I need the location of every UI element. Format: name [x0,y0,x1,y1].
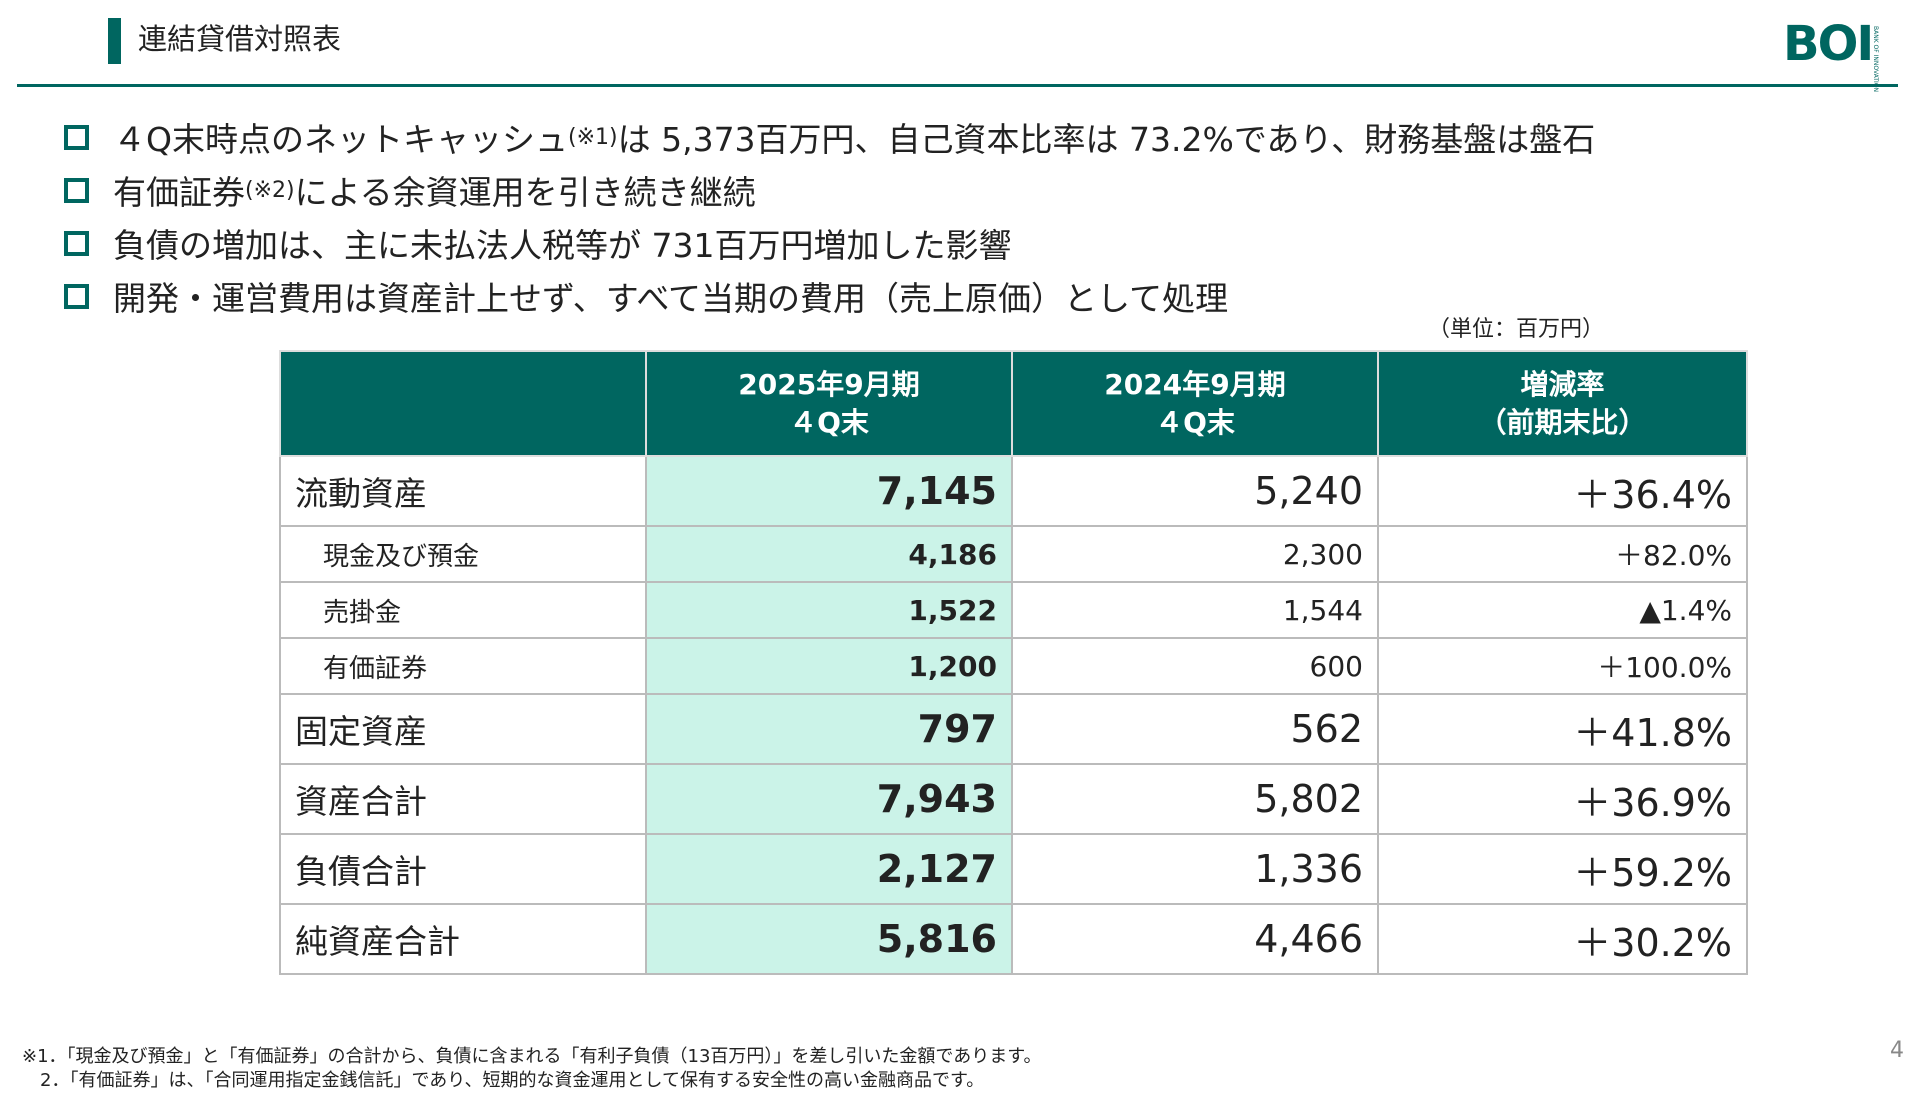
header-cell: 2025年9月期 ４Q末 [645,350,1013,457]
bullet-note: (※1) [567,124,618,150]
logo-sub-line: BANK OF [1872,26,1879,53]
cell: 5,802 [1011,763,1379,835]
header-cell [279,350,647,457]
cell: 1,336 [1011,833,1379,905]
bullet: 有価証券 (※2) による余資運用を引き続き継続 [64,166,756,214]
row: 固定資産 797 562 ＋41.8% [279,693,1748,765]
row: 流動資産 7,145 5,240 ＋36.4% [279,455,1748,527]
row-label: 負債合計 [279,833,647,905]
cell: 5,240 [1011,455,1379,527]
page-number: 4 [1890,1038,1904,1063]
footnote: 2．「有価証券」は、「合同運用指定金銭信託」であり、短期的な資金運用として保有す… [22,1070,985,1091]
cell: 4,186 [645,525,1013,583]
cell: ＋36.9% [1377,763,1748,835]
cell: ＋36.4% [1377,455,1748,527]
cell: 562 [1011,693,1379,765]
bullet-before: ４Q末時点のネットキャッシュ [113,120,568,159]
header-line: 2025年9月期 [738,367,920,401]
title-bar [108,18,121,64]
cell: 4,466 [1011,903,1379,975]
title: 連結貸借対照表 [138,22,342,56]
cell: 2,127 [645,833,1013,905]
unit: （単位：百万円） [1427,317,1604,342]
bullet-box [64,283,89,309]
row: 純資産合計 5,816 4,466 ＋30.2% [279,903,1748,975]
bullet: 開発・運営費用は資産計上せず、すべて当期の費用（売上原価）として処理 [64,272,1228,320]
logo: BOI [1783,16,1874,72]
cell: 2,300 [1011,525,1379,583]
bullet-before: 開発・運営費用は資産計上せず、すべて当期の費用（売上原価）として処理 [113,279,1229,318]
cell: ▲1.4% [1377,581,1748,639]
row: 有価証券 1,200 600 ＋100.0% [279,637,1748,695]
cell: ＋82.0% [1377,525,1748,583]
header-cell: 2024年9月期 ４Q末 [1011,350,1379,457]
cell: 797 [645,693,1013,765]
footnotes: ※1．「現金及び預金」と「有価証券」の合計から、負債に含まれる「有利子負債（13… [22,1021,1041,1093]
row: 資産合計 7,943 5,802 ＋36.9% [279,763,1748,835]
cell: 600 [1011,637,1379,695]
header-line: ４Q末 [1155,405,1235,439]
bullet-before: 有価証券 [113,173,245,212]
cell: ＋30.2% [1377,903,1748,975]
bullet: ４Q末時点のネットキャッシュ (※1) は 5,373百万円、自己資本比率は 73.… [64,113,1595,161]
header-line: ４Q末 [789,405,869,439]
cell: 7,145 [645,455,1013,527]
bullet-box [64,124,89,150]
bullet: 負債の増加は、主に未払法人税等が 731百万円増加した影響 [64,219,1011,267]
bullet-after: は 5,373百万円、自己資本比率は 73.2%であり、財務基盤は盤石 [617,120,1596,159]
header-line: 2024年9月期 [1104,367,1286,401]
cell: 1,200 [645,637,1013,695]
cell: ＋41.8% [1377,693,1748,765]
bullet-box [64,230,89,256]
row: 負債合計 2,127 1,336 ＋59.2% [279,833,1748,905]
cell: 5,816 [645,903,1013,975]
row: 現金及び預金 4,186 2,300 ＋82.0% [279,525,1748,583]
bullet-before: 負債の増加は、主に未払法人税等が 731百万円増加した影響 [113,226,1012,265]
header-cell: 増減率 （前期末比） [1377,350,1748,457]
logo-sub: BANK OF INNOVATION [1872,26,1879,92]
header-line: 増減率 [1520,367,1605,401]
row-label: 現金及び預金 [279,525,647,583]
row-label: 固定資産 [279,693,647,765]
row: 売掛金 1,522 1,544 ▲1.4% [279,581,1748,639]
row-label: 流動資産 [279,455,647,527]
cell: 1,544 [1011,581,1379,639]
bullet-after: による余資運用を引き続き継続 [294,173,756,212]
bullet-box [64,177,89,203]
divider [17,84,1898,87]
row-label: 売掛金 [279,581,647,639]
row-label: 有価証券 [279,637,647,695]
cell: 1,522 [645,581,1013,639]
bullet-note: (※2) [245,177,295,203]
cell: 7,943 [645,763,1013,835]
cell: ＋59.2% [1377,833,1748,905]
footnote: ※1．「現金及び預金」と「有価証券」の合計から、負債に含まれる「有利子負債（13… [22,1046,1042,1067]
table: 2025年9月期 ４Q末 2024年9月期 ４Q末 増減率 （前期末比） 流動資産 7,145… [279,350,1748,975]
header-row: 2025年9月期 ４Q末 2024年9月期 ４Q末 増減率 （前期末比） [279,350,1748,457]
header-line: （前期末比） [1478,405,1647,439]
row-label: 資産合計 [279,763,647,835]
cell: ＋100.0% [1377,637,1748,695]
row-label: 純資産合計 [279,903,647,975]
logo-sub-line: INNOVATION [1872,54,1879,93]
